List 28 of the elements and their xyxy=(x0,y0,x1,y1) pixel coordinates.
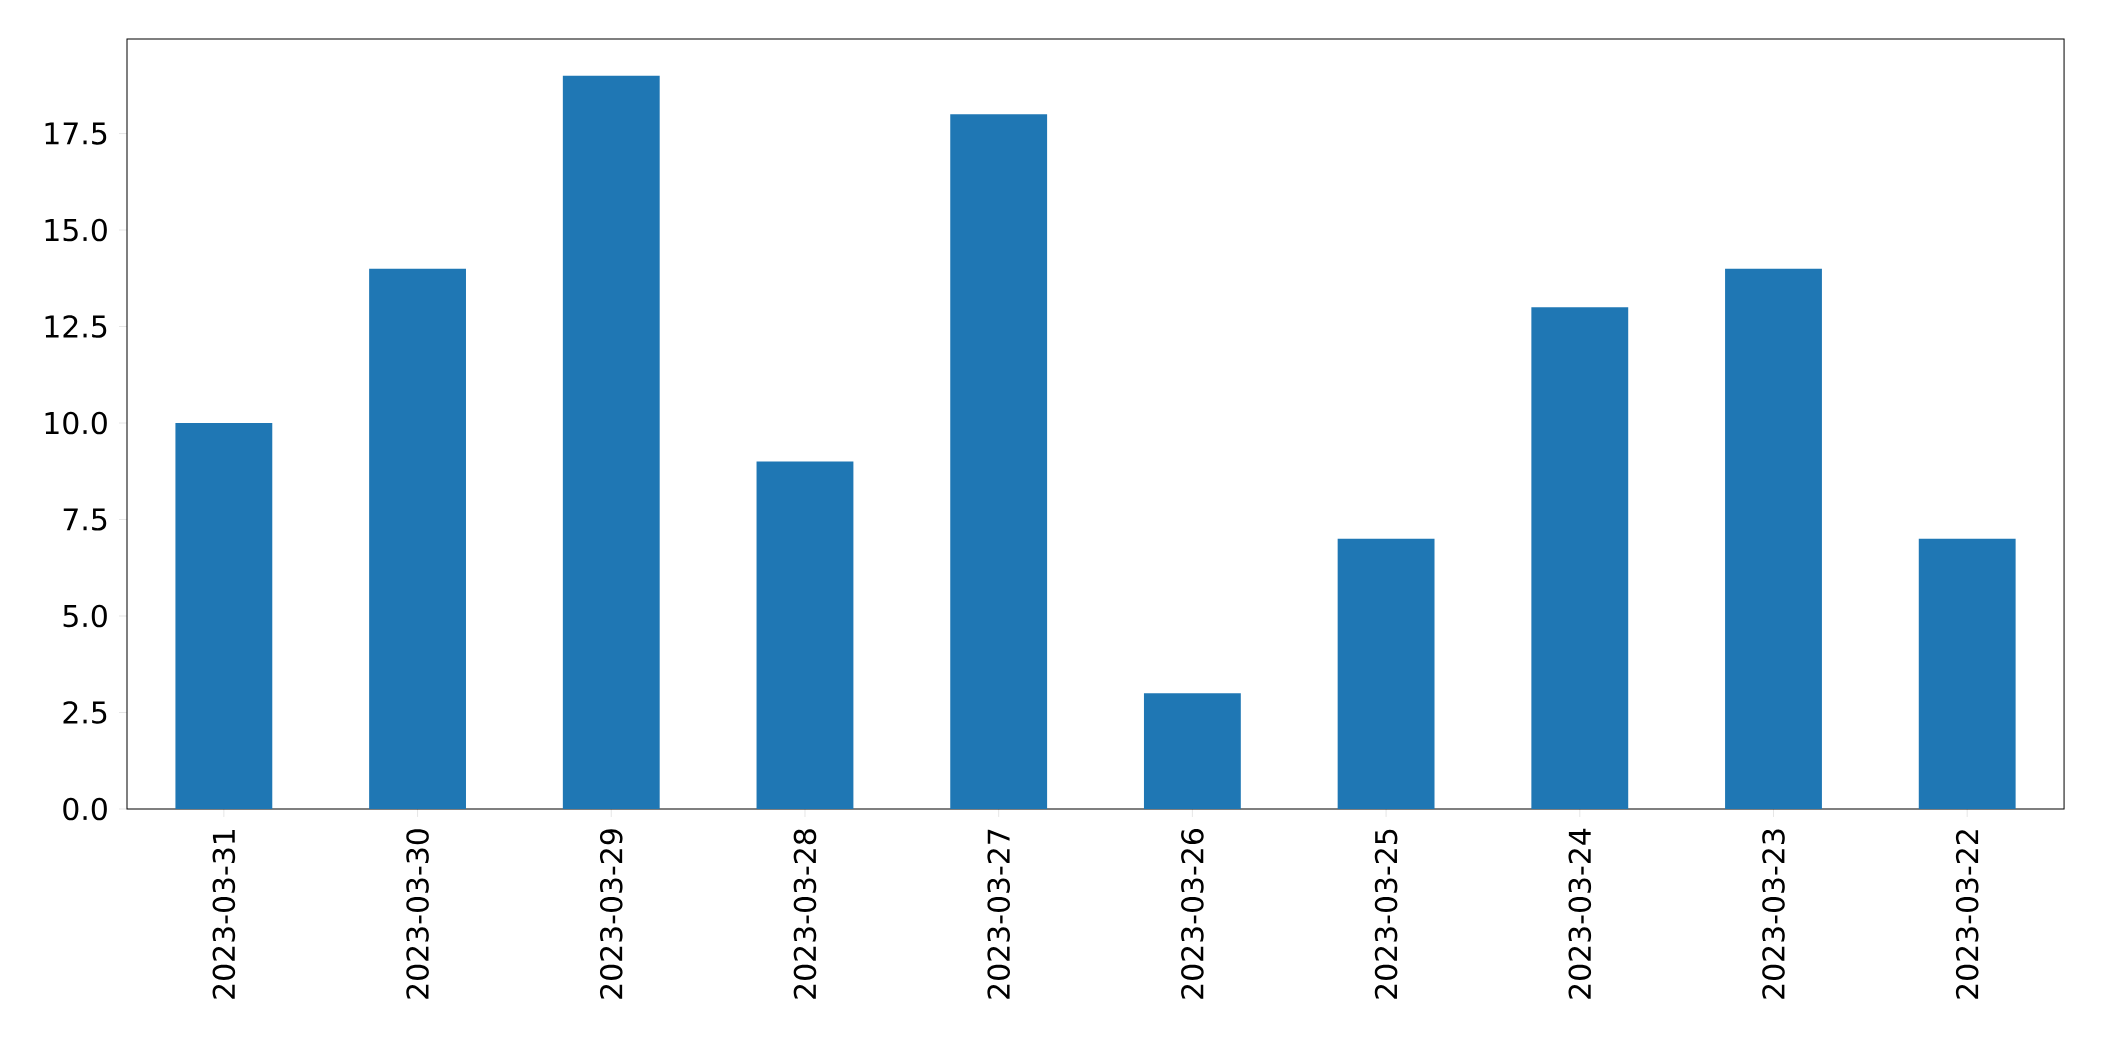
y-tick-label: 12.5 xyxy=(45,315,107,338)
y-tick-label: 10.0 xyxy=(45,411,107,435)
bar xyxy=(756,461,854,809)
bar xyxy=(1531,307,1629,809)
bar xyxy=(369,268,466,809)
bar xyxy=(1725,268,1822,809)
x-tick-label: 2023-03-25 xyxy=(1374,829,1398,999)
x-tick-label: 2023-03-29 xyxy=(599,829,623,999)
x-tick-label: 2023-03-27 xyxy=(987,829,1010,999)
y-tick-label: 2.5 xyxy=(63,701,107,724)
y-tick-label: 17.5 xyxy=(45,122,107,145)
x-tick-label: 2023-03-26 xyxy=(1181,829,1204,999)
bar xyxy=(1918,538,2016,809)
x-tick-label: 2023-03-23 xyxy=(1762,829,1785,999)
x-tick-label: 2023-03-31 xyxy=(212,829,236,999)
bar xyxy=(175,423,273,809)
y-tick-label: 0.0 xyxy=(63,797,107,821)
bar xyxy=(950,114,1048,809)
x-tick-label: 2023-03-22 xyxy=(1955,830,1979,999)
y-tick-label: 15.0 xyxy=(45,218,107,242)
x-tick-label: 2023-03-24 xyxy=(1568,828,1592,999)
bar xyxy=(1337,538,1435,809)
x-tick-label: 2023-03-28 xyxy=(793,829,817,999)
x-tick-label: 2023-03-30 xyxy=(406,829,429,999)
y-tick-label: 5.0 xyxy=(63,604,107,628)
bar xyxy=(1143,693,1241,809)
y-tick-label: 7.5 xyxy=(63,508,107,531)
bar xyxy=(562,75,660,809)
